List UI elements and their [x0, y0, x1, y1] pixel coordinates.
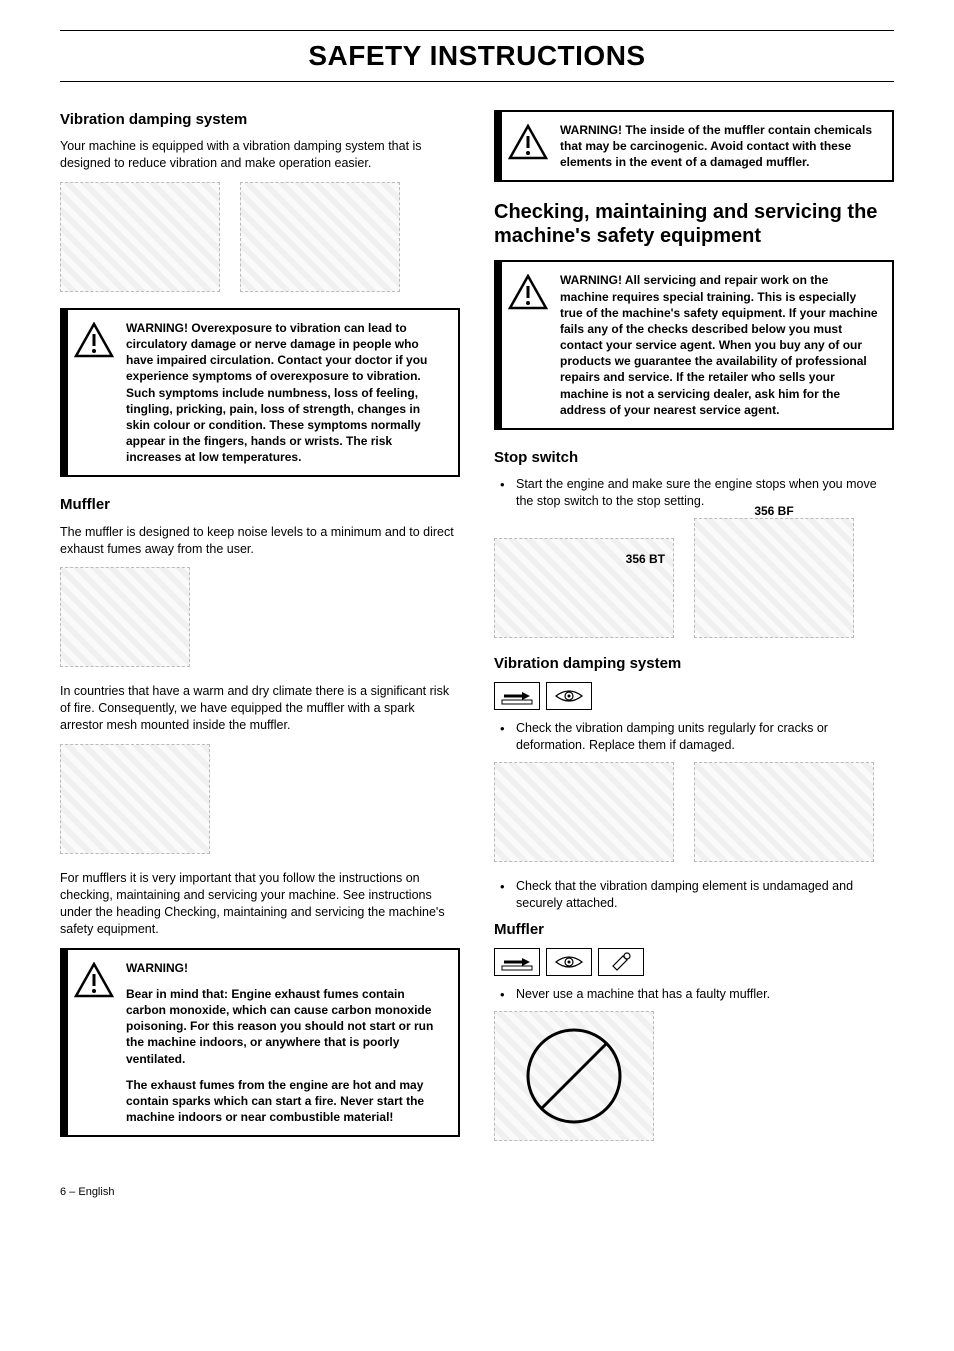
heading-muffler: Muffler: [60, 495, 460, 515]
calendar-icon: [494, 948, 540, 976]
figure-muf-check: [494, 1011, 654, 1141]
footer-sep: –: [66, 1186, 78, 1198]
bullets-muf: Never use a machine that has a faulty mu…: [494, 986, 894, 1003]
figure-row-vibration: [60, 182, 460, 292]
figure-vib-check-left: [494, 762, 674, 862]
icon-row-muffler: [494, 948, 894, 976]
warning-muffler-head: WARNING!: [126, 960, 446, 976]
bullet-vib-2: Check that the vibration damping element…: [494, 878, 894, 912]
figure-row-vib-check: [494, 762, 894, 862]
footer-lang: English: [78, 1186, 114, 1198]
warning-muffler: WARNING! Bear in mind that: Engine exhau…: [60, 948, 460, 1138]
warning-muffler-p1: Bear in mind that: Engine exhaust fumes …: [126, 986, 446, 1067]
bullets-vib-1: Check the vibration damping units regula…: [494, 720, 894, 754]
warning-servicing-text: WARNING! All servicing and repair work o…: [560, 272, 880, 418]
left-column: Vibration damping system Your machine is…: [60, 110, 460, 1157]
top-rule: [60, 30, 894, 31]
para-muffler-2: In countries that have a warm and dry cl…: [60, 683, 460, 734]
figure-row-muffler-1: [60, 567, 460, 667]
icon-row-vibration: [494, 682, 894, 710]
warning-muffler-p2: The exhaust fumes from the engine are ho…: [126, 1077, 446, 1126]
figure-stop-356bt: 356 BT: [494, 538, 674, 638]
figure-row-stop: 356 BT 356 BF: [494, 518, 894, 638]
heading-stop-switch: Stop switch: [494, 448, 894, 468]
warning-chemicals-text: WARNING! The inside of the muffler conta…: [560, 122, 880, 171]
warning-muffler-chemicals: WARNING! The inside of the muffler conta…: [494, 110, 894, 183]
warning-icon: [504, 272, 548, 418]
heading-muffler-check: Muffler: [494, 920, 894, 940]
calendar-icon: [494, 682, 540, 710]
warning-icon: [70, 960, 114, 1126]
figure-row-muf-check: [494, 1011, 894, 1141]
warning-vibration-text: WARNING! Overexposure to vibration can l…: [126, 320, 446, 466]
warning-vibration: WARNING! Overexposure to vibration can l…: [60, 308, 460, 478]
figure-vib-check-right: [694, 762, 874, 862]
warning-muffler-text: WARNING! Bear in mind that: Engine exhau…: [126, 960, 446, 1126]
bullet-muf-1: Never use a machine that has a faulty mu…: [494, 986, 894, 1003]
figure-row-muffler-2: [60, 744, 460, 854]
warning-servicing: WARNING! All servicing and repair work o…: [494, 260, 894, 430]
para-vibration: Your machine is equipped with a vibratio…: [60, 138, 460, 172]
bullet-vib-1: Check the vibration damping units regula…: [494, 720, 894, 754]
label-356bt: 356 BT: [626, 551, 665, 567]
figure-vibration-left: [60, 182, 220, 292]
bullet-stop-1: Start the engine and make sure the engin…: [494, 476, 894, 510]
figure-vibration-right: [240, 182, 400, 292]
two-column-layout: Vibration damping system Your machine is…: [60, 110, 894, 1157]
para-muffler-3: For mufflers it is very important that y…: [60, 870, 460, 938]
right-column: WARNING! The inside of the muffler conta…: [494, 110, 894, 1157]
figure-muffler-2: [60, 744, 210, 854]
figure-stop-356bf: 356 BF: [694, 518, 854, 638]
tool-icon: [598, 948, 644, 976]
warning-icon: [70, 320, 114, 466]
warning-icon: [504, 122, 548, 171]
inspect-icon: [546, 948, 592, 976]
page-title: SAFETY INSTRUCTIONS: [60, 33, 894, 82]
heading-checking-maintaining: Checking, maintaining and servicing the …: [494, 200, 894, 248]
inspect-icon: [546, 682, 592, 710]
bullets-stop: Start the engine and make sure the engin…: [494, 476, 894, 510]
bullets-vib-2: Check that the vibration damping element…: [494, 878, 894, 912]
heading-vibration: Vibration damping system: [60, 110, 460, 130]
label-356bf: 356 BF: [754, 503, 793, 519]
heading-vibration-check: Vibration damping system: [494, 654, 894, 674]
page-footer: 6 – English: [60, 1185, 894, 1200]
figure-muffler-1: [60, 567, 190, 667]
para-muffler-1: The muffler is designed to keep noise le…: [60, 524, 460, 558]
